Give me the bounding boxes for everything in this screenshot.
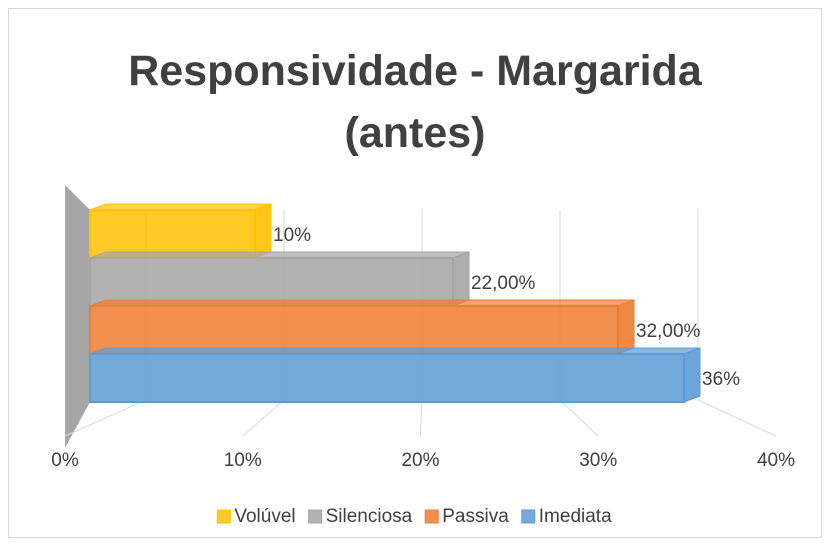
x-tick-label: 0% (51, 450, 79, 471)
legend-label: Passiva (442, 506, 509, 527)
x-tick-label: 40% (757, 450, 795, 471)
bar-side (683, 347, 701, 403)
grid-line (697, 210, 777, 437)
bar (89, 305, 619, 355)
legend-swatch (424, 509, 439, 524)
legend-label: Silenciosa (326, 506, 413, 527)
value-label: 22,00% (471, 273, 536, 294)
value-label: 10% (273, 225, 311, 246)
chart-title: Responsividade - Margarida (antes) (128, 47, 702, 157)
x-tick-label: 30% (579, 450, 617, 471)
bar (89, 209, 256, 259)
x-tick-label: 20% (401, 450, 439, 471)
legend-label: Volúvel (234, 506, 295, 527)
x-tick-label: 10% (224, 450, 262, 471)
bar-side (617, 299, 635, 355)
value-label: 32,00% (636, 321, 701, 342)
bar-side (254, 203, 272, 259)
bar (89, 353, 685, 403)
legend-swatch (216, 509, 231, 524)
bar-side (452, 251, 470, 307)
legend-swatch (521, 509, 536, 524)
legend-swatch (308, 509, 323, 524)
value-label: 36% (702, 369, 740, 390)
legend-label: Imediata (539, 506, 612, 527)
side-wall (65, 185, 90, 448)
bar (89, 257, 454, 307)
